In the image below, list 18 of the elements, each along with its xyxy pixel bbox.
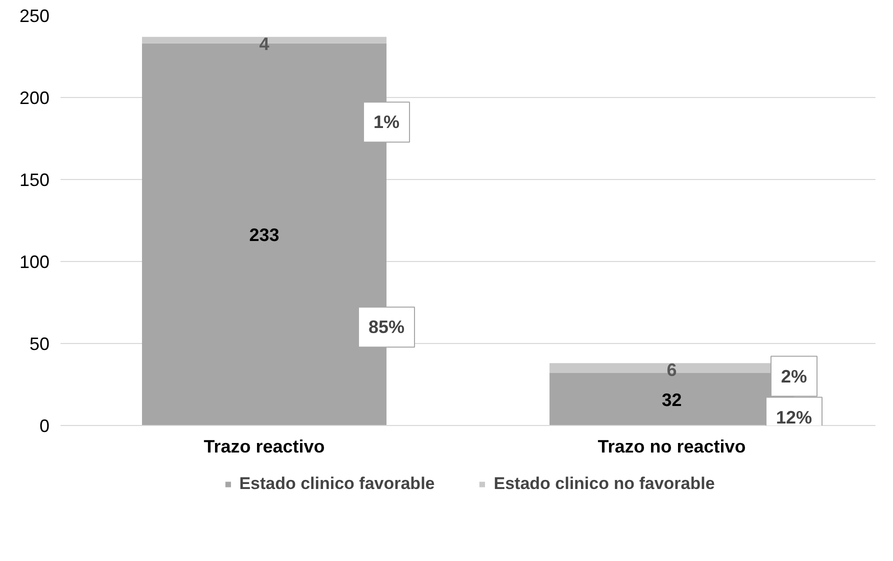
x-tick-label: Trazo reactivo [204,436,325,456]
data-label: 32 [662,390,682,410]
data-label: 6 [666,360,677,380]
y-tick-label: 200 [19,88,50,108]
y-tick-label: 0 [39,416,50,436]
y-tick-label: 150 [19,170,50,190]
data-label: 233 [249,224,280,245]
annotation: 85% [368,317,405,338]
annotation: 12% [776,407,812,428]
annotation: 1% [373,112,400,132]
legend-label: Estado clinico no favorable [494,474,715,494]
y-tick-label: 100 [19,252,50,272]
annotation: 2% [780,366,808,386]
y-tick-label: 50 [29,334,50,354]
legend-label: Estado clinico favorable [239,474,435,494]
y-tick-label: 250 [19,6,50,26]
x-tick-label: Trazo no reactivo [598,436,746,456]
data-label: 4 [259,34,270,54]
